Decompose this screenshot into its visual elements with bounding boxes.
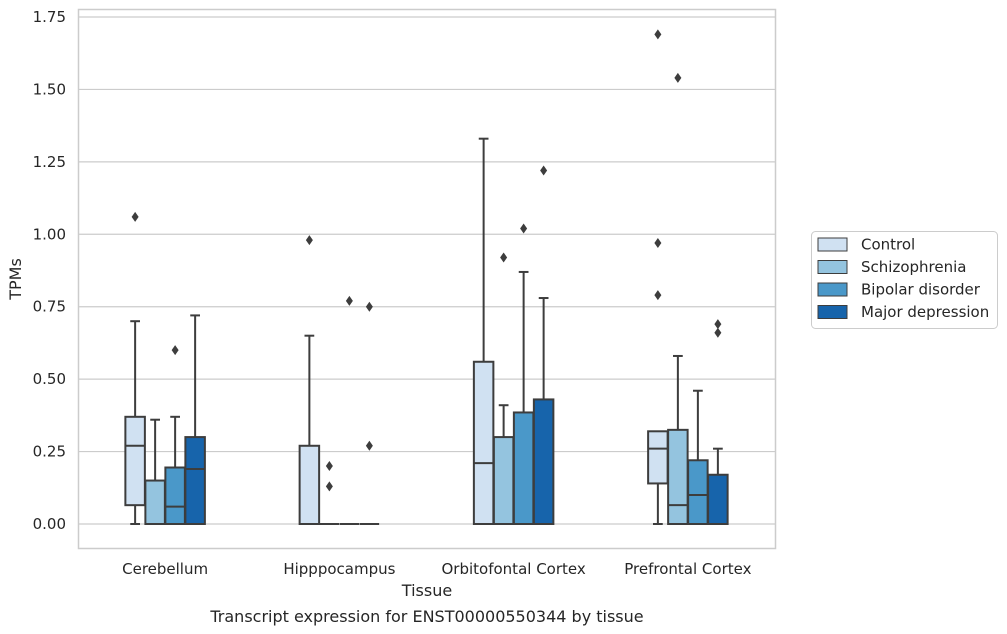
legend-entry-label: Bipolar disorder xyxy=(861,281,981,299)
y-tick-label: 0.75 xyxy=(33,298,66,316)
box-body xyxy=(164,466,186,525)
box-body xyxy=(124,415,146,507)
legend-swatch xyxy=(817,282,848,297)
y-tick-label: 0.00 xyxy=(33,515,66,533)
chart-caption: Transcript expression for ENST0000055034… xyxy=(209,607,643,626)
outlier-point xyxy=(714,327,722,338)
box-series-group xyxy=(124,29,729,526)
y-axis-ticks: 0.00 0.25 0.50 0.75 1.00 1.25 1.50 1.75 xyxy=(33,8,66,533)
outlier-point xyxy=(714,319,722,330)
box-schizophrenia xyxy=(319,461,340,525)
legend-swatch xyxy=(817,305,848,319)
box-control xyxy=(472,137,495,526)
outlier-point xyxy=(305,235,313,246)
box-body xyxy=(687,459,709,525)
outlier-point xyxy=(654,29,662,40)
outlier-point xyxy=(540,165,548,176)
box-schizophrenia xyxy=(667,72,689,526)
y-tick-label: 0.50 xyxy=(33,370,66,388)
y-tick-label: 1.00 xyxy=(33,225,66,243)
outlier-point xyxy=(131,211,139,222)
box-bipolar-disorder xyxy=(687,389,709,525)
box-body xyxy=(667,428,689,526)
outlier-point xyxy=(520,223,528,234)
x-tick-label: Hipppocampus xyxy=(283,560,395,578)
legend-entry-label: Major depression xyxy=(861,303,989,321)
box-schizophrenia xyxy=(492,252,515,526)
box-body xyxy=(512,411,535,525)
legend-swatch xyxy=(817,260,848,274)
plot-area-frame xyxy=(77,8,777,550)
y-tick-label: 0.25 xyxy=(33,443,66,461)
outlier-point xyxy=(171,345,179,356)
box-major-depression xyxy=(707,319,729,525)
box-body xyxy=(144,479,166,525)
box-major-depression xyxy=(359,301,380,525)
y-axis-label: TPMs xyxy=(6,258,25,301)
x-tick-label: Orbitofontal Cortex xyxy=(442,560,586,578)
box-schizophrenia xyxy=(144,418,166,525)
box-control xyxy=(647,29,669,525)
outlier-point xyxy=(325,481,333,492)
box-bipolar-disorder xyxy=(339,295,360,525)
outlier-point xyxy=(500,252,508,263)
box-body xyxy=(298,444,321,525)
y-tick-label: 1.50 xyxy=(33,80,66,98)
box-body xyxy=(532,398,555,525)
box-bipolar-disorder xyxy=(164,345,186,525)
x-tick-label: Cerebellum xyxy=(122,560,208,578)
box-body xyxy=(707,473,729,525)
outlier-point xyxy=(365,440,373,451)
legend-entry-label: Control xyxy=(861,236,915,254)
x-axis-label: Tissue xyxy=(401,581,452,600)
box-body xyxy=(184,436,206,526)
box-control xyxy=(124,211,146,525)
x-tick-label: Prefrontal Cortex xyxy=(624,560,751,578)
legend-entry-label: Schizophrenia xyxy=(861,258,966,276)
legend-frame xyxy=(811,231,998,329)
outlier-point xyxy=(654,237,662,248)
outlier-point xyxy=(674,72,682,83)
box-body xyxy=(492,436,515,526)
y-tick-label: 1.75 xyxy=(33,8,66,26)
box-major-depression xyxy=(184,314,206,526)
y-tick-label: 1.25 xyxy=(33,153,66,171)
outlier-point xyxy=(345,295,353,306)
box-bipolar-disorder xyxy=(512,223,535,525)
outlier-point xyxy=(325,461,333,472)
box-control xyxy=(298,235,321,525)
legend: Control Schizophrenia Bipolar disorder Majo… xyxy=(811,231,998,329)
box-major-depression xyxy=(532,165,555,525)
box-body xyxy=(472,360,495,526)
legend-swatch xyxy=(817,237,848,252)
box-body xyxy=(647,430,669,485)
outlier-point xyxy=(654,290,662,301)
x-axis-ticks: Cerebellum Hipppocampus Orbitofontal Corte… xyxy=(122,560,751,578)
outlier-point xyxy=(365,301,373,312)
